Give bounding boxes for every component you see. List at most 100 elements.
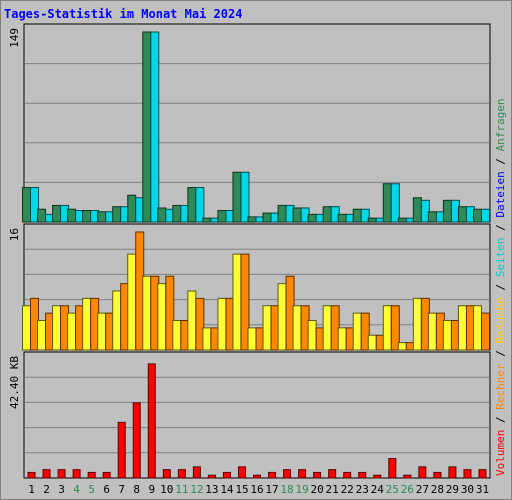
bar-volumen-9 (147, 363, 156, 479)
bar-volumen-14 (222, 471, 231, 479)
x-tick-label: 17 (265, 483, 278, 496)
x-tick-label: 19 (295, 483, 308, 496)
bar-anfragen-28 (427, 211, 437, 223)
bar-rechner-12 (195, 297, 205, 351)
bar-anfragen-13 (202, 217, 212, 223)
bar-volumen-26 (403, 474, 412, 479)
y-max-label-volume: 42.40 KB (8, 356, 21, 409)
legend-separator: / (494, 410, 507, 430)
bar-volumen-5 (87, 471, 96, 479)
legend-separator: / (494, 277, 507, 297)
bar-anfragen-8 (127, 194, 137, 223)
bar-anfragen-23 (352, 208, 362, 223)
legend-separator: / (494, 151, 507, 171)
bar-volumen-8 (132, 402, 141, 479)
bar-volumen-17 (268, 471, 277, 479)
bar-besuche-22 (337, 327, 347, 351)
bar-volumen-29 (448, 466, 457, 479)
x-tick-label: 23 (356, 483, 369, 496)
x-tick-label: 8 (133, 483, 140, 496)
bar-volumen-30 (463, 469, 472, 479)
x-tick-label: 9 (148, 483, 155, 496)
bar-rechner-31 (480, 312, 490, 351)
x-tick-label: 5 (88, 483, 95, 496)
bar-anfragen-9 (142, 31, 152, 223)
bar-besuche-16 (247, 327, 257, 351)
bar-besuche-26 (397, 342, 407, 351)
bar-besuche-24 (367, 334, 377, 351)
bar-besuche-7 (112, 290, 122, 351)
bar-dateien-15 (240, 171, 250, 223)
y-max-label-hits: 149 (8, 28, 21, 48)
bar-besuche-23 (352, 312, 362, 351)
bar-besuche-14 (217, 297, 227, 351)
bar-volumen-25 (388, 458, 397, 479)
x-tick-label: 29 (446, 483, 459, 496)
bar-besuche-11 (172, 320, 182, 351)
bar-volumen-31 (478, 469, 487, 479)
x-tick-label: 31 (476, 483, 489, 496)
bar-anfragen-12 (187, 187, 197, 223)
bar-besuche-29 (442, 320, 452, 351)
bar-volumen-28 (433, 471, 442, 479)
bar-volumen-18 (283, 469, 292, 479)
bar-volumen-7 (117, 421, 126, 479)
x-tick-label: 2 (43, 483, 50, 496)
panel-volume (23, 351, 491, 479)
legend-item-volumen: Volumen (494, 430, 507, 476)
bar-besuche-20 (307, 320, 317, 351)
legend-separator: / (494, 344, 507, 364)
legend-item-seiten: Seiten (494, 238, 507, 278)
x-tick-label: 4 (73, 483, 80, 496)
y-max-label-visits: 16 (8, 228, 21, 241)
bar-dateien-12 (195, 187, 205, 223)
bar-besuche-31 (472, 305, 482, 351)
bar-anfragen-30 (457, 206, 467, 223)
bar-volumen-21 (328, 469, 337, 479)
x-tick-label: 21 (326, 483, 339, 496)
legend-separator: / (494, 218, 507, 238)
bar-volumen-10 (162, 469, 171, 479)
bar-rechner-10 (165, 275, 175, 351)
bar-anfragen-31 (472, 208, 482, 223)
bar-volumen-12 (192, 466, 201, 479)
legend-item-dateien: Dateien (494, 171, 507, 217)
bar-anfragen-21 (322, 206, 332, 223)
bar-volumen-6 (102, 471, 111, 479)
x-tick-label: 6 (103, 483, 110, 496)
bar-anfragen-6 (97, 211, 107, 223)
bar-besuche-19 (292, 305, 302, 351)
bar-volumen-23 (358, 471, 367, 479)
x-tick-label: 16 (250, 483, 263, 496)
bar-anfragen-7 (112, 206, 122, 223)
bar-besuche-21 (322, 305, 332, 351)
bar-volumen-4 (72, 469, 81, 479)
bar-anfragen-27 (412, 197, 422, 223)
bar-volumen-11 (177, 469, 186, 479)
bar-anfragen-17 (262, 212, 272, 223)
x-tick-label: 30 (461, 483, 474, 496)
bar-besuche-17 (262, 305, 272, 351)
bar-volumen-15 (237, 466, 246, 479)
bar-anfragen-29 (442, 199, 452, 223)
bar-anfragen-19 (292, 207, 302, 223)
bar-dateien-31 (480, 208, 490, 223)
bar-besuche-15 (232, 253, 242, 351)
x-tick-label: 27 (416, 483, 429, 496)
x-tick-label: 13 (205, 483, 218, 496)
bar-volumen-22 (343, 471, 352, 479)
bar-anfragen-1 (22, 187, 32, 223)
bar-volumen-20 (313, 471, 322, 479)
x-tick-label: 10 (160, 483, 173, 496)
x-tick-label: 18 (280, 483, 293, 496)
bar-anfragen-10 (157, 207, 167, 223)
bar-anfragen-15 (232, 171, 242, 223)
legend-item-anfragen: Anfragen (494, 98, 507, 151)
bar-besuche-18 (277, 283, 287, 351)
bar-dateien-27 (420, 199, 430, 223)
bar-anfragen-2 (37, 208, 47, 223)
bar-volumen-3 (57, 469, 66, 479)
legend-item-rechner: Rechner (494, 363, 507, 410)
bar-volumen-16 (253, 474, 261, 479)
